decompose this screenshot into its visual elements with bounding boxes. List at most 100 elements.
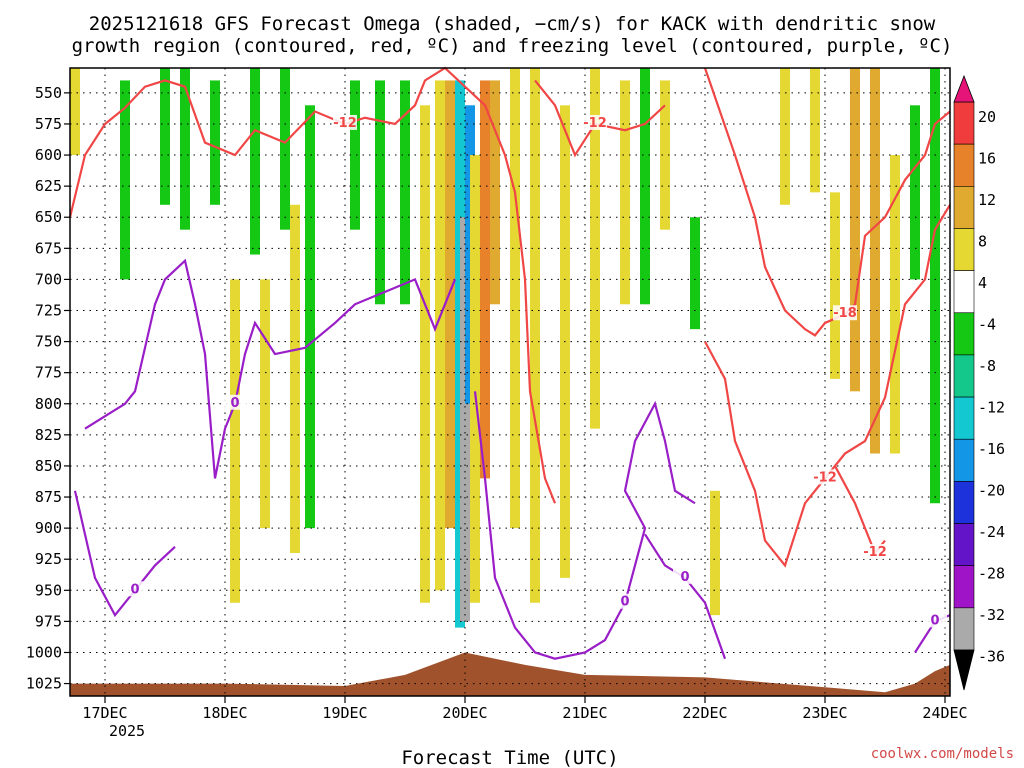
colorbar-band-3 — [953, 228, 975, 271]
plot-frame — [69, 67, 951, 697]
omega-cell-30 — [690, 217, 700, 330]
purple-label-bg-4 — [923, 612, 947, 628]
source-credit: coolwx.com/models — [871, 746, 1014, 762]
red-contour-label: -12 — [583, 116, 607, 131]
x-tick-label: 20DEC — [442, 704, 487, 722]
omega-cell-15 — [435, 80, 445, 591]
y-tick-label: 575 — [35, 115, 62, 133]
y-tick-label: 675 — [35, 239, 62, 257]
x-tick-label: 23DEC — [802, 704, 847, 722]
y-tick-label: 700 — [35, 270, 62, 288]
gridlines — [70, 68, 950, 696]
colorbar-label: -36 — [978, 648, 1005, 666]
red-contour-label: -12 — [333, 116, 357, 131]
y-axis: 550 575 600 625 650 675 700 725 750 775 800 825 850 8… — [26, 84, 70, 693]
omega-cell-24 — [530, 68, 540, 603]
colorbar-label: -16 — [978, 440, 1005, 458]
omega-cell-2 — [160, 68, 170, 205]
y-tick-label: 750 — [35, 333, 62, 351]
y-tick-label: 650 — [35, 208, 62, 226]
colorbar-label: 8 — [978, 233, 987, 251]
y-tick-label: 900 — [35, 519, 62, 537]
red-label-bg-4 — [863, 543, 887, 559]
purple-contour-label: 0 — [620, 595, 629, 610]
x-tick-label: 19DEC — [322, 704, 367, 722]
x-tick-label: 22DEC — [682, 704, 727, 722]
colorbar: 20 16 12 8 4 -4 -8 -12 -16 -20 -24 -28 -32 -36 — [953, 74, 1005, 691]
purple-contour-label: 0 — [930, 613, 939, 628]
omega-cell-14 — [420, 105, 430, 603]
purple-contour-1 — [84, 258, 457, 479]
colorbar-band-4 — [953, 270, 975, 314]
y-tick-label: 550 — [35, 84, 62, 102]
omega-cell-39 — [930, 68, 940, 504]
colorbar-top-arrow — [953, 74, 975, 103]
colorbar-band-9 — [953, 481, 975, 524]
colorbar-band-12 — [953, 607, 975, 651]
omega-cell-31 — [710, 490, 720, 616]
omega-cell-23 — [510, 68, 520, 529]
colorbar-label: -20 — [978, 482, 1005, 500]
omega-cell-34 — [830, 192, 840, 379]
omega-cell-4 — [210, 80, 220, 205]
colorbar-label: 12 — [978, 191, 996, 209]
x-tick-label: 17DEC — [82, 704, 127, 722]
omega-cell-6 — [280, 68, 290, 230]
y-tick-label: 725 — [35, 301, 62, 319]
omega-cell-32 — [780, 68, 790, 205]
omega-cell-29 — [660, 80, 670, 230]
plot-area: -12 -12 -18 -12 -12 0 0 0 0 0 — [68, 66, 951, 697]
omega-cell-33 — [810, 68, 820, 193]
colorbar-band-2 — [953, 186, 975, 229]
purple-label-bg-0 — [123, 581, 147, 597]
contour-lines: -12 -12 -18 -12 -12 0 0 0 0 0 — [68, 66, 951, 660]
omega-cell-1 — [120, 80, 130, 280]
omega-cell-28 — [640, 68, 650, 305]
terrain-area — [70, 652, 950, 696]
purple-contour-label: 0 — [230, 396, 239, 411]
omega-cell-21 — [480, 80, 490, 479]
colorbar-label: -24 — [978, 523, 1005, 541]
red-label-bg-0 — [333, 114, 357, 130]
purple-contour-0 — [73, 490, 176, 618]
colorbar-band-1 — [953, 143, 975, 187]
omega-cell-0 — [70, 68, 80, 156]
colorbar-band-8 — [953, 438, 975, 482]
omega-cell-36 — [870, 68, 880, 454]
red-contour-label: -12 — [863, 545, 887, 560]
colorbar-band-0 — [953, 101, 975, 145]
terrain-layer — [70, 652, 950, 696]
y-tick-label: 950 — [35, 581, 62, 599]
red-contour-label: -12 — [813, 470, 837, 485]
omega-cell-5 — [250, 68, 260, 255]
colorbar-bottom-arrow — [953, 649, 975, 691]
y-tick-label: 875 — [35, 488, 62, 506]
y-tick-label: 850 — [35, 457, 62, 475]
colorbar-label: 4 — [978, 274, 987, 292]
colorbar-label: -32 — [978, 606, 1005, 624]
omega-cell-35 — [850, 68, 860, 392]
purple-label-bg-2 — [613, 593, 637, 609]
omega-cell-27 — [620, 80, 630, 305]
omega-cell-20 — [470, 155, 480, 603]
x-tick-sublabel: 2025 — [109, 722, 145, 740]
purple-contour-label: 0 — [130, 582, 139, 597]
x-axis-label: Forecast Time (UTC) — [401, 747, 618, 768]
y-tick-label: 825 — [35, 426, 62, 444]
omega-cell-10 — [305, 105, 315, 529]
colorbar-band-10 — [953, 523, 975, 566]
omega-cell-16 — [445, 80, 455, 529]
colorbar-band-7 — [953, 396, 975, 440]
colorbar-label: -4 — [978, 316, 996, 334]
x-tick-label: 18DEC — [202, 704, 247, 722]
y-tick-label: 975 — [35, 612, 62, 630]
purple-contour-label: 0 — [680, 570, 689, 585]
y-tick-label: 925 — [35, 550, 62, 568]
chart-title-line2: growth region (contoured, red, ºC) and f… — [72, 35, 953, 57]
red-contour-label: -18 — [833, 306, 857, 321]
omega-cell-7 — [230, 279, 240, 603]
chart-title-line1: 2025121618 GFS Forecast Omega (shaded, −… — [89, 13, 936, 35]
colorbar-label: -8 — [978, 357, 996, 375]
colorbar-label: -28 — [978, 565, 1005, 583]
